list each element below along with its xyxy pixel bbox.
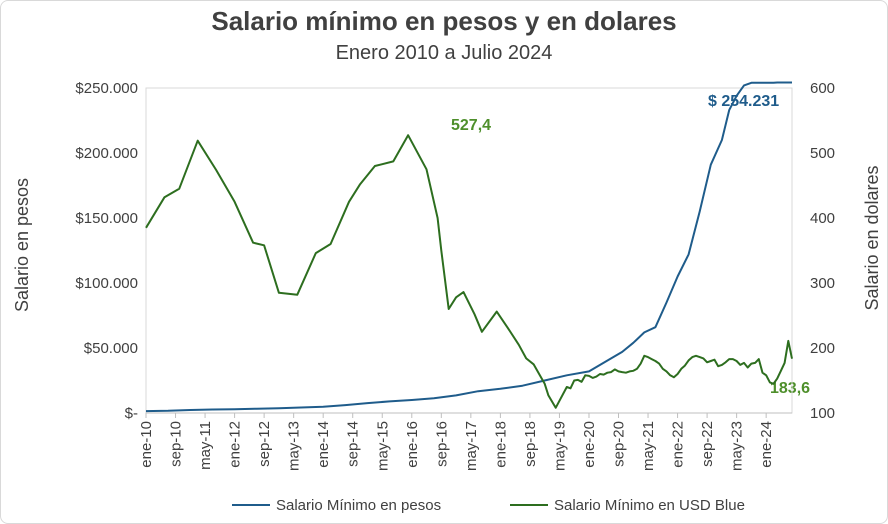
- y-tick-label: $200.000: [75, 145, 138, 162]
- x-tick-label: ene-24: [758, 421, 775, 468]
- annotation-last-pesos: $ 254.231: [708, 93, 779, 110]
- y-tick-label: $250.000: [75, 80, 138, 97]
- x-tick-label: may-21: [640, 421, 657, 471]
- x-tick-label: sep-16: [433, 421, 450, 467]
- y-axis-title: Salario en pesos: [12, 178, 32, 312]
- x-tick-label: ene-16: [404, 421, 421, 468]
- x-tick-label: ene-18: [492, 421, 509, 468]
- x-tick-label: may-23: [729, 421, 746, 471]
- plot-area-border: [145, 87, 793, 414]
- legend-pesos-label: Salario Mínimo en pesos: [276, 497, 441, 514]
- x-tick-label: sep-18: [522, 421, 539, 467]
- x-tick-label: ene-14: [315, 421, 332, 468]
- x-tick-label: may-11: [197, 421, 214, 470]
- y-tick-label: $150.000: [75, 210, 138, 227]
- y2-tick-label: 600: [810, 80, 835, 97]
- y2-tick-label: 400: [810, 210, 835, 227]
- x-tick-label: ene-12: [227, 421, 244, 468]
- y-tick-label: $50.000: [84, 340, 138, 357]
- x-tick-label: sep-14: [345, 421, 362, 467]
- y2-tick-label: 100: [810, 405, 835, 422]
- annotation-peak-usd: 527,4: [451, 117, 491, 134]
- y2-tick-label: 500: [810, 145, 835, 162]
- x-tick-label: sep-12: [256, 421, 273, 467]
- x-tick-label: may-15: [374, 421, 391, 471]
- x-tick-label: may-13: [286, 421, 303, 471]
- x-tick-label: may-19: [551, 421, 568, 471]
- y-tick-label: $-: [125, 405, 138, 422]
- x-tick-label: ene-20: [581, 421, 598, 468]
- chart-title: Salario mínimo en pesos y en dolares: [211, 6, 677, 36]
- x-tick-label: sep-10: [168, 421, 185, 467]
- series-line-usd: [145, 134, 793, 409]
- x-tick-label: may-17: [463, 421, 480, 471]
- chart-subtitle: Enero 2010 a Julio 2024: [335, 42, 553, 64]
- y2-tick-label: 300: [810, 275, 835, 292]
- annotation-last-usd: 183,6: [770, 380, 810, 397]
- series-line-pesos: [145, 81, 792, 413]
- y2-axis-title: Salario en dolares: [862, 165, 882, 310]
- x-tick-label: ene-10: [138, 421, 155, 468]
- x-tick-label: sep-22: [699, 421, 716, 467]
- x-tick-label: sep-20: [611, 421, 628, 467]
- y2-tick-label: 200: [810, 340, 835, 357]
- x-tick-label: ene-22: [670, 421, 687, 468]
- legend-usd-label: Salario Mínimo en USD Blue: [554, 497, 745, 514]
- y-tick-label: $100.000: [75, 275, 138, 292]
